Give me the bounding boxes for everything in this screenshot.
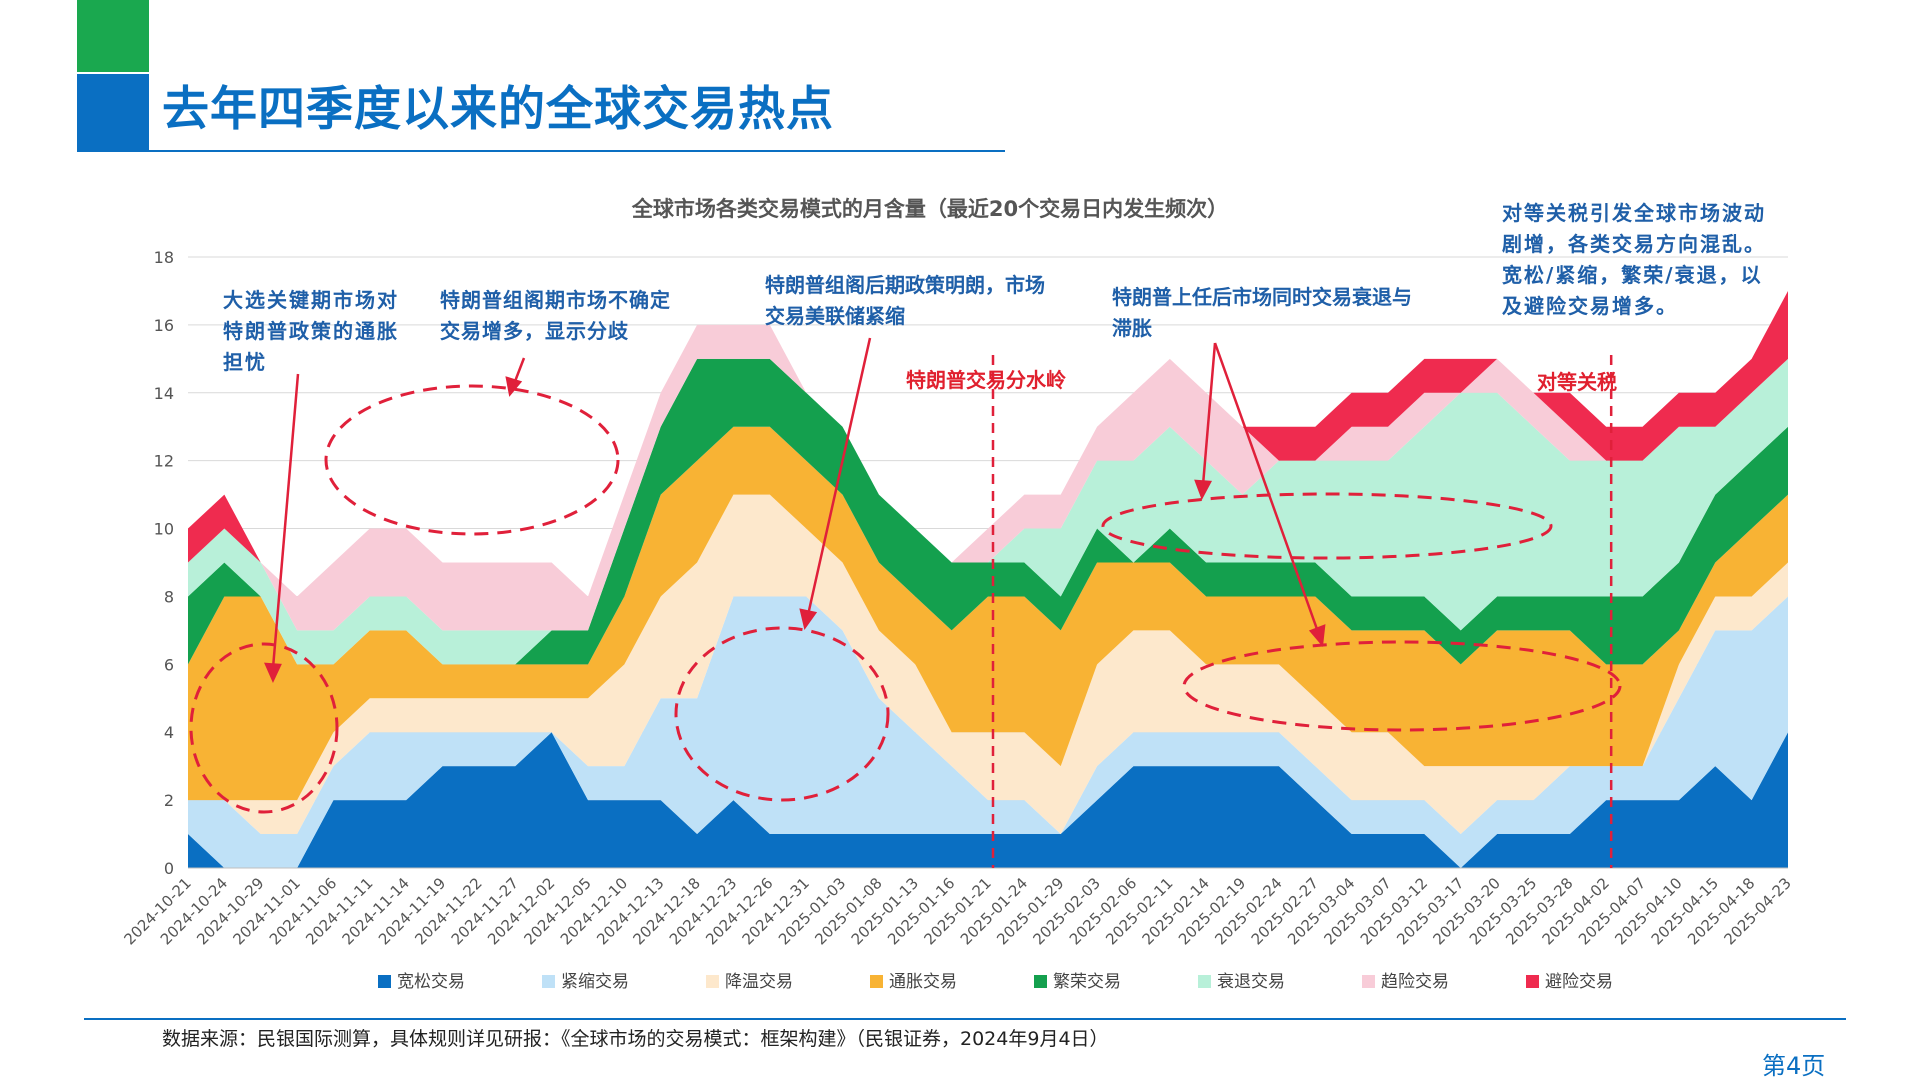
y-tick-label: 2	[164, 791, 174, 810]
highlight-ellipse-1	[189, 642, 339, 814]
header-accent-green	[77, 0, 149, 72]
area-衰退交易	[188, 358, 1788, 665]
legend-swatch	[706, 975, 719, 988]
y-tick-label: 16	[154, 316, 174, 335]
header-accent-blue	[77, 74, 149, 152]
legend-label: 趋险交易	[1381, 972, 1449, 992]
title-divider	[77, 150, 1005, 152]
y-tick-label: 6	[164, 655, 174, 674]
page-number: 第4页	[1762, 1052, 1826, 1080]
marker-label-trump-watershed: 特朗普交易分水岭	[906, 368, 1066, 392]
area-趋险交易	[188, 324, 1788, 631]
legend-swatch	[1362, 975, 1375, 988]
y-tick-label: 0	[164, 859, 174, 878]
y-tick-label: 12	[154, 452, 174, 471]
legend-label: 降温交易	[725, 972, 793, 992]
annotation-fed-tightening: 特朗普组阁后期政策明朗，市场交易美联储紧缩	[765, 273, 1045, 328]
y-tick-label: 18	[154, 248, 174, 267]
legend-label: 紧缩交易	[561, 972, 629, 992]
legend-swatch	[542, 975, 555, 988]
area-降温交易	[188, 494, 1788, 835]
y-tick-label: 4	[164, 723, 174, 742]
arrow-4b-head	[1308, 624, 1326, 648]
legend-swatch	[1526, 975, 1539, 988]
footer-divider	[84, 1018, 1846, 1020]
y-axis-ticks: 0 2 4 6 8 10 12 14 16 18	[154, 248, 174, 878]
y-tick-label: 10	[154, 520, 174, 539]
marker-label-reciprocal-tariff: 对等关税	[1537, 370, 1617, 394]
arrow-1	[271, 373, 300, 669]
annotation-tariff-volatility: 对等关税引发全球市场波动剧增，各类交易方向混乱。宽松/紧缩，繁荣/衰退，以及避险…	[1502, 201, 1766, 318]
chart-areas	[188, 290, 1788, 868]
highlight-ellipse-3	[674, 626, 890, 802]
highlight-ellipse-5	[1182, 640, 1622, 732]
arrow-2-head	[505, 376, 523, 397]
arrow-3-head	[799, 608, 818, 630]
page-title: 去年四季度以来的全球交易热点	[162, 82, 834, 137]
legend-label: 宽松交易	[397, 972, 465, 992]
highlight-ellipse-2	[324, 384, 620, 536]
legend-swatch	[378, 975, 391, 988]
legend-swatch	[1034, 975, 1047, 988]
annotation-election-inflation: 大选关键期市场对特朗普政策的通胀担忧	[223, 288, 399, 374]
arrow-4b	[1213, 342, 1320, 633]
legend-swatch	[1198, 975, 1211, 988]
highlight-ellipses	[189, 384, 1622, 814]
annotation-cabinet-uncertainty: 特朗普组阁期市场不确定交易增多，显示分歧	[440, 288, 671, 343]
highlight-ellipse-4	[1101, 492, 1553, 560]
area-繁荣交易	[188, 358, 1788, 665]
x-axis-ticks: 2024-10-212024-10-242024-10-292024-11-01…	[120, 867, 1795, 948]
area-通胀交易	[188, 426, 1788, 801]
legend-label: 衰退交易	[1217, 972, 1285, 992]
data-source-note: 数据来源：民银国际测算，具体规则详见研报：《全球市场的交易模式：框架构建》（民银…	[162, 1028, 1109, 1050]
chart-legend: 宽松交易 紧缩交易 降温交易 通胀交易 繁荣交易 衰退交易 趋险交易 避险交易	[378, 972, 1613, 992]
event-markers	[991, 355, 1613, 868]
legend-label: 通胀交易	[889, 972, 957, 992]
arrow-3	[806, 337, 872, 616]
chart-title: 全球市场各类交易模式的月含量（最近20个交易日内发生频次）	[631, 197, 1228, 221]
annotation-arrows	[264, 337, 1326, 684]
legend-swatch	[870, 975, 883, 988]
legend-label: 避险交易	[1545, 972, 1613, 992]
arrow-1-head	[264, 662, 282, 684]
annotation-recession-stagflation: 特朗普上任后市场同时交易衰退与滞胀	[1112, 285, 1412, 340]
y-tick-label: 14	[154, 384, 174, 403]
stacked-area-chart: 全球市场各类交易模式的月含量（最近20个交易日内发生频次） 0 2 4 6 8 10 12 1…	[120, 197, 1795, 992]
legend-label: 繁荣交易	[1053, 972, 1121, 992]
y-tick-label: 8	[164, 587, 174, 606]
arrow-4a-head	[1194, 479, 1213, 501]
arrow-4a	[1201, 342, 1217, 486]
